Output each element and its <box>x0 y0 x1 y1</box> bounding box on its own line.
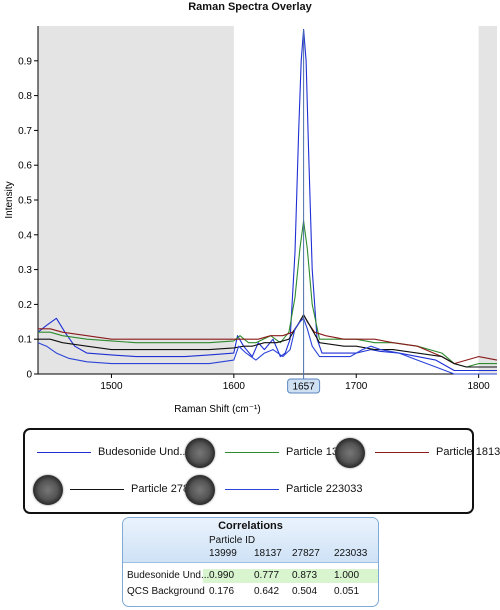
particle-image-budesonide <box>185 438 215 468</box>
legend-item-particle-223033[interactable]: Particle 223033 <box>225 483 362 495</box>
y-tick-label: 0.1 <box>18 335 32 346</box>
y-tick-label: 0.6 <box>18 161 32 172</box>
cursor-label: 1657 <box>292 382 315 393</box>
legend-line <box>375 451 429 453</box>
shaded-region <box>38 26 234 374</box>
particle-id-label: Particle ID <box>209 535 256 546</box>
row-label: QCS Background <box>127 586 205 597</box>
legend-line <box>70 488 124 490</box>
y-tick-label: 0.8 <box>18 91 32 102</box>
correlations-panel: Correlations Particle ID 13999 18137 278… <box>122 517 379 607</box>
y-tick-label: 0.5 <box>18 196 32 207</box>
series-line-3 <box>38 314 497 368</box>
particle-image-13999 <box>335 438 365 468</box>
column-header: 13999 <box>209 548 237 559</box>
y-tick-label: 0.9 <box>18 56 32 67</box>
legend-item-budesonide[interactable]: Budesonide Und... <box>37 446 189 458</box>
correlation-value: 0.873 <box>292 570 318 581</box>
column-header: 223033 <box>334 548 368 559</box>
correlation-value: 0.051 <box>334 586 360 597</box>
particle-image-27827 <box>185 475 215 505</box>
legend-line <box>225 451 279 453</box>
correlation-value: 0.504 <box>292 586 318 597</box>
chart-title: Raman Spectra Overlay <box>188 1 312 13</box>
legend-item-particle-27827[interactable]: Particle 27827 <box>70 483 201 495</box>
row-label: Budesonide Und... <box>127 570 210 581</box>
legend-label: Particle 18137 <box>436 446 500 458</box>
series-line-0 <box>37 28 497 372</box>
cursor-label-box[interactable] <box>287 378 321 394</box>
series-line-4 <box>37 317 497 375</box>
y-tick-label: 0 <box>26 370 32 381</box>
legend: Budesonide Und... Particle 13999 Particl… <box>23 428 500 514</box>
x-tick-label: 1800 <box>468 381 491 392</box>
correlations-header: Correlations Particle ID 13999 18137 278… <box>123 518 378 563</box>
correlation-value: 0.990 <box>209 570 235 581</box>
legend-item-particle-18137[interactable]: Particle 18137 <box>375 446 500 458</box>
shaded-region <box>478 26 497 374</box>
legend-label: Particle 27827 <box>131 483 202 495</box>
y-tick-label: 0.3 <box>18 265 32 276</box>
x-axis-label: Raman Shift (cm⁻¹) <box>174 404 260 415</box>
spectra-plot[interactable]: 0 0.1 0.2 0.3 0.4 0.5 0.6 0.7 0.8 0.9 1500 1600 1700… <box>0 14 500 424</box>
correlations-title: Correlations <box>218 520 283 532</box>
column-header: 18137 <box>254 548 282 559</box>
legend-line <box>37 451 91 453</box>
correlation-value: 0.176 <box>209 586 235 597</box>
y-tick-label: 0.4 <box>18 230 32 241</box>
particle-image-18137 <box>33 475 63 505</box>
legend-line <box>225 488 279 490</box>
legend-label: Budesonide Und... <box>98 446 189 458</box>
x-tick-label: 1600 <box>223 381 246 392</box>
correlation-value: 0.642 <box>254 586 280 597</box>
correlation-value: 0.777 <box>254 570 280 581</box>
y-tick-label: 0.7 <box>18 126 32 137</box>
legend-label: Particle 223033 <box>286 483 363 495</box>
correlation-value: 1.000 <box>334 570 360 581</box>
x-tick-label: 1700 <box>345 381 368 392</box>
column-header: 27827 <box>292 548 320 559</box>
y-tick-label: 0.2 <box>18 300 32 311</box>
row-highlight <box>203 569 378 583</box>
y-axis-label: Intensity <box>4 181 15 218</box>
x-tick-label: 1500 <box>100 381 123 392</box>
